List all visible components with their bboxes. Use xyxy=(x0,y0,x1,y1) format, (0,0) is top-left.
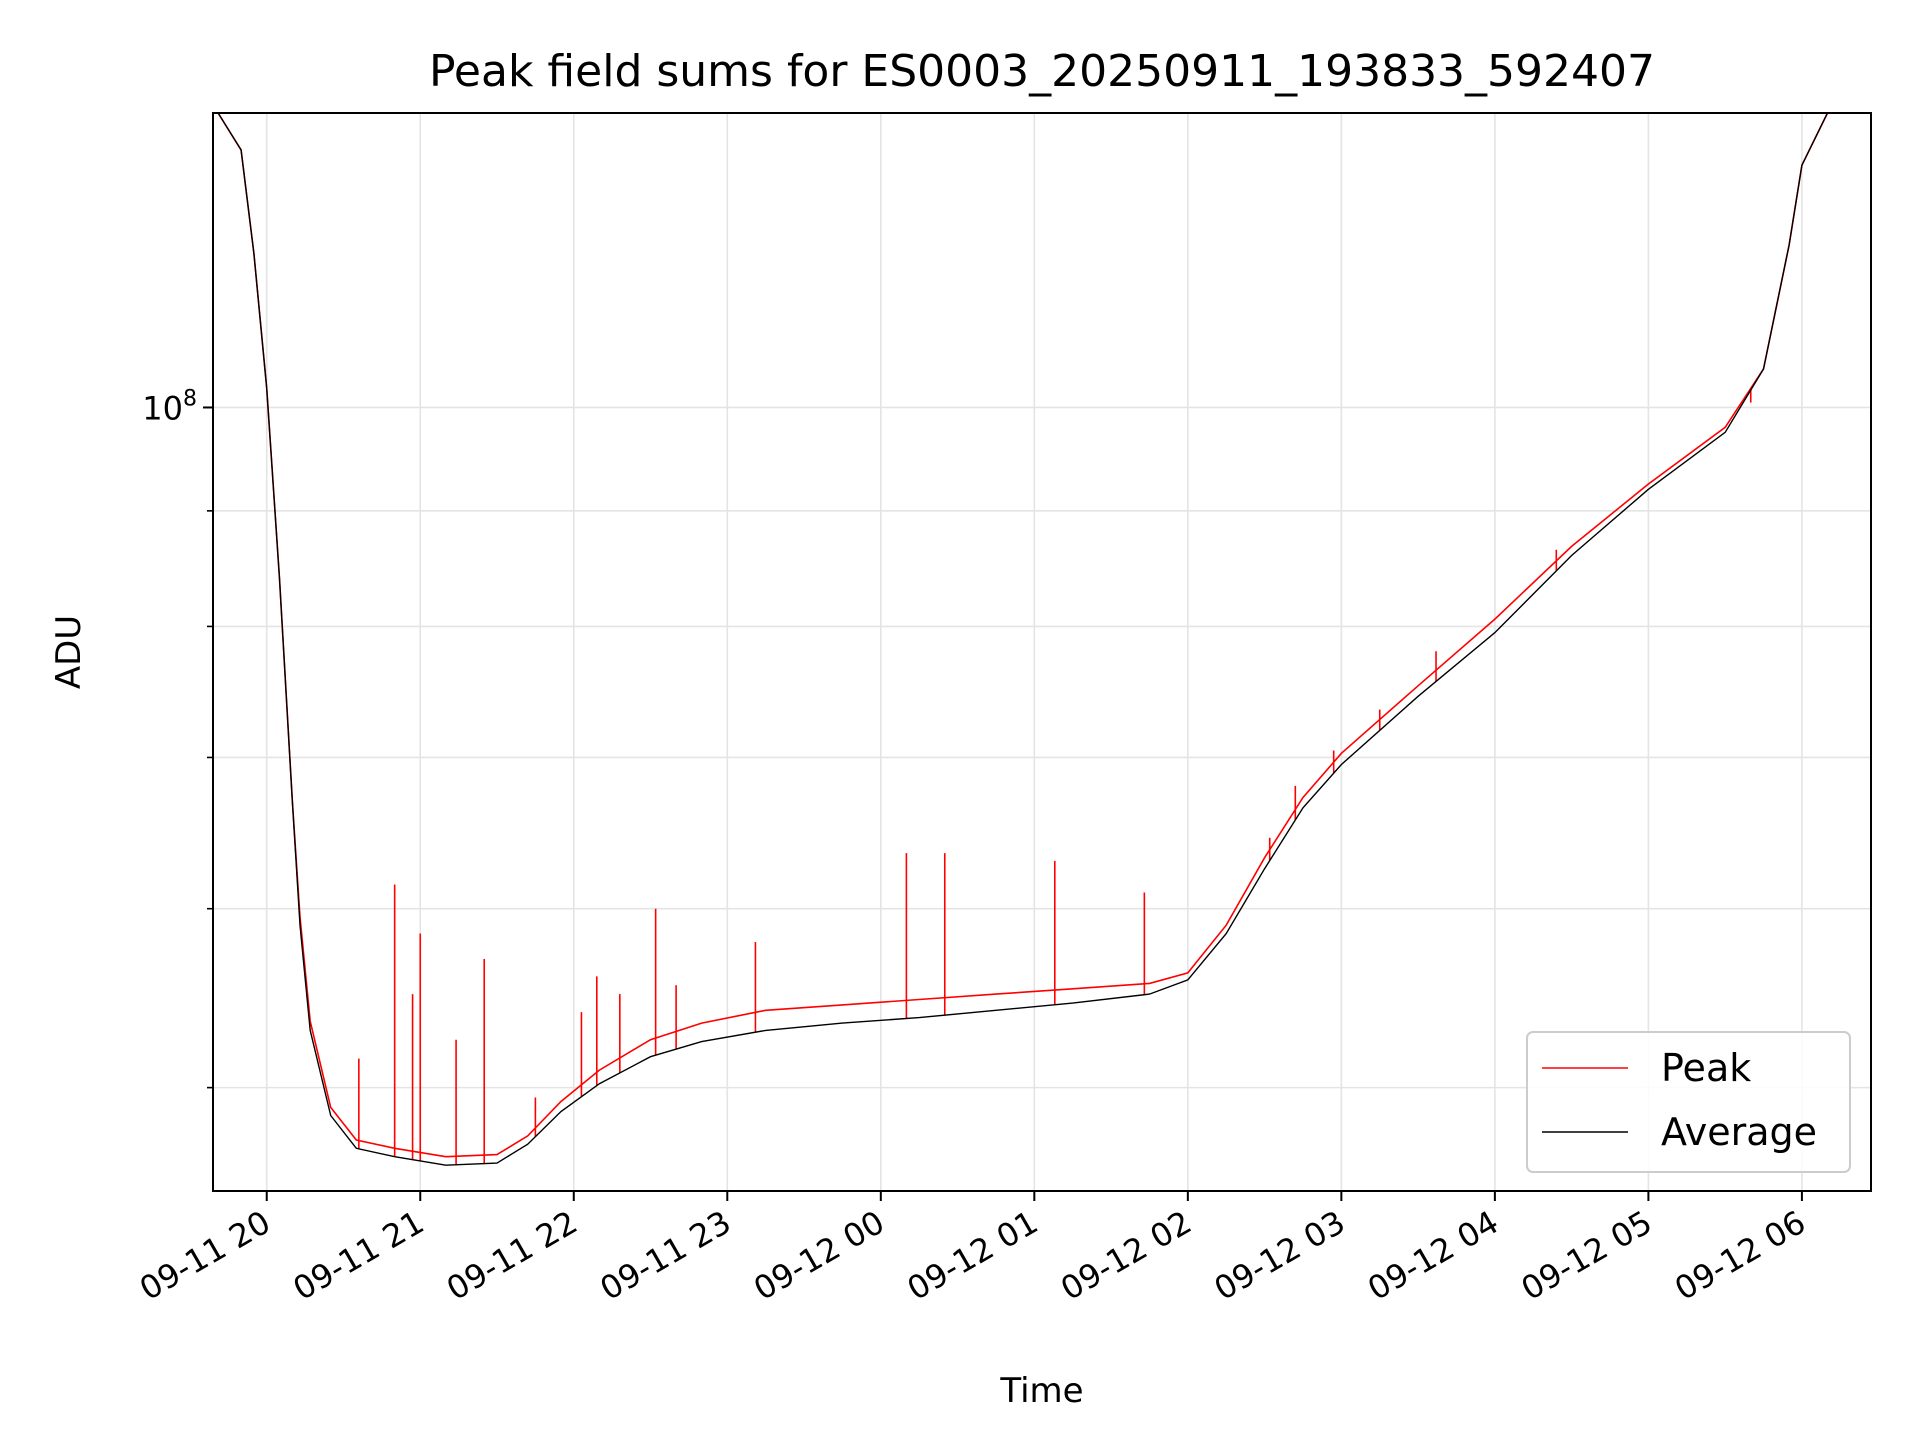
legend-peak-label: Peak xyxy=(1661,1046,1751,1090)
grid-lines xyxy=(213,113,1871,1191)
chart-title: Peak field sums for ES0003_20250911_1938… xyxy=(429,46,1655,97)
y-tick-label: 108 xyxy=(142,386,197,427)
y-axis-ticks: 108 xyxy=(142,386,213,1089)
peak-series-line xyxy=(217,113,1829,1158)
legend-average-label: Average xyxy=(1661,1110,1817,1154)
chart-legend: Peak Average xyxy=(1526,1031,1851,1173)
plot-frame xyxy=(212,112,1872,1192)
y-axis-label: ADU xyxy=(49,615,89,689)
plot-series xyxy=(217,113,1829,1166)
x-axis-label: Time xyxy=(999,1371,1083,1411)
average-series-line xyxy=(217,113,1829,1166)
legend-box xyxy=(1526,1031,1851,1173)
